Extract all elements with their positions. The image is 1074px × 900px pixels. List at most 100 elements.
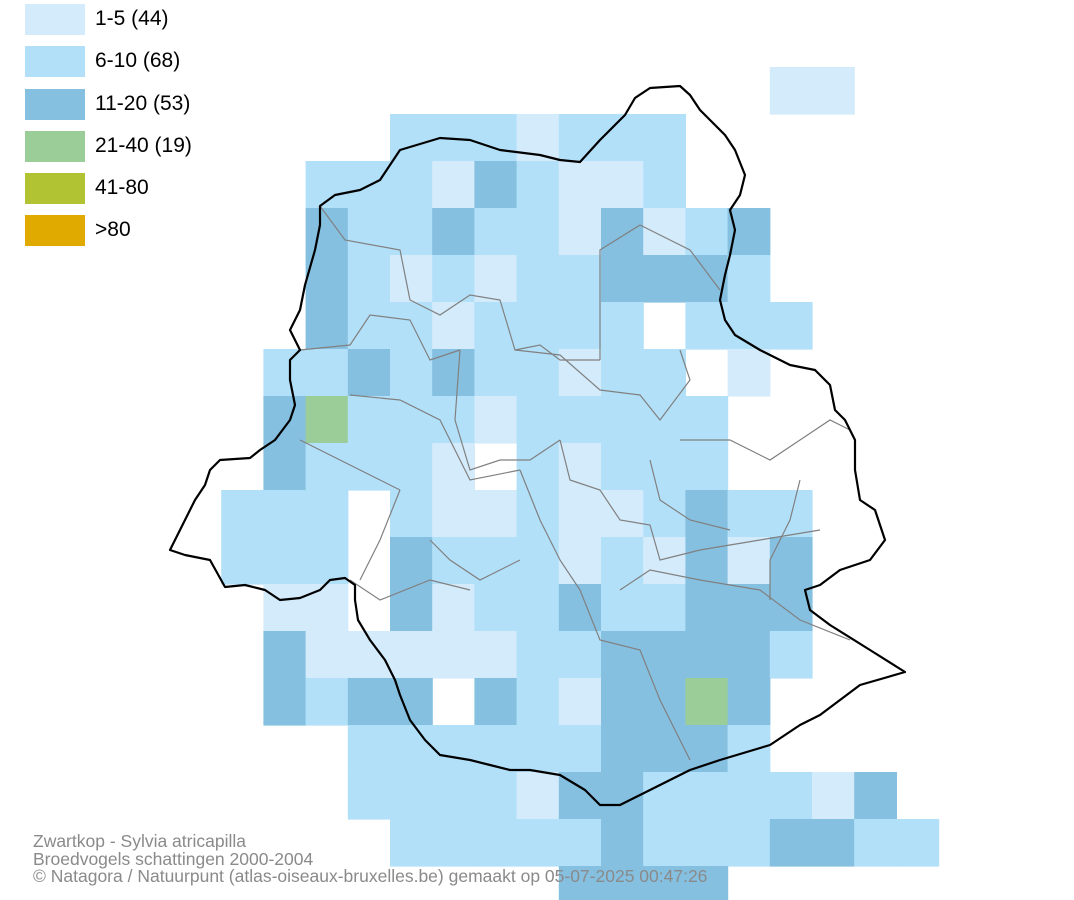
grid-cell bbox=[432, 161, 475, 209]
grid-cell bbox=[727, 678, 771, 726]
grid-cell bbox=[263, 537, 307, 585]
grid-cell bbox=[685, 302, 729, 350]
grid-cell bbox=[474, 161, 518, 209]
grid-cell bbox=[558, 302, 602, 350]
grid-cell bbox=[601, 537, 644, 585]
grid-cell bbox=[516, 208, 560, 256]
grid-cell bbox=[432, 490, 475, 538]
grid-cell bbox=[474, 490, 518, 538]
grid-cell bbox=[558, 443, 602, 491]
grid-cell bbox=[558, 396, 602, 444]
grid-cell bbox=[474, 584, 518, 632]
grid-cell bbox=[558, 678, 602, 726]
grid-cell bbox=[558, 725, 602, 773]
grid-cell bbox=[643, 678, 686, 726]
grid-cell bbox=[474, 114, 518, 162]
grid-cell bbox=[516, 537, 560, 585]
grid-cell bbox=[390, 490, 433, 538]
legend-swatch bbox=[25, 130, 85, 162]
grid-cell bbox=[769, 819, 813, 867]
grid-cell bbox=[685, 631, 729, 679]
grid-cell bbox=[474, 208, 518, 256]
grid-cell bbox=[685, 443, 729, 491]
grid-cell bbox=[432, 537, 475, 585]
grid-cell bbox=[263, 396, 307, 444]
grid-cell bbox=[727, 772, 771, 820]
grid-cell bbox=[601, 866, 644, 900]
grid-cell bbox=[305, 396, 349, 444]
grid-cell bbox=[347, 208, 391, 256]
grid-cell bbox=[601, 725, 644, 773]
credit-line: © Natagora / Natuurpunt (atlas-oiseaux-b… bbox=[33, 866, 708, 886]
grid-cell bbox=[727, 349, 771, 397]
map-caption: Zwartkop - Sylvia atricapilla Broedvogel… bbox=[33, 832, 708, 886]
grid-cell bbox=[558, 537, 602, 585]
grid-cell bbox=[347, 725, 391, 773]
grid-cell bbox=[643, 584, 686, 632]
grid-cell bbox=[474, 396, 518, 444]
grid-cell bbox=[643, 114, 686, 162]
grid-cell bbox=[601, 349, 644, 397]
dataset-name: Broedvogels schattingen 2000-2004 bbox=[33, 848, 314, 869]
grid-cell bbox=[643, 208, 686, 256]
legend-label: >80 bbox=[95, 218, 131, 242]
grid-cell bbox=[516, 443, 560, 491]
grid-cell bbox=[263, 349, 307, 397]
grid-cell bbox=[390, 161, 433, 209]
grid-cell bbox=[601, 443, 644, 491]
grid-cell bbox=[305, 349, 349, 397]
grid-cell bbox=[601, 255, 644, 303]
grid-cell bbox=[305, 490, 349, 538]
grid-cell bbox=[432, 208, 475, 256]
grid-cell bbox=[685, 537, 729, 585]
grid-cell bbox=[643, 161, 686, 209]
grid-cell bbox=[769, 772, 813, 820]
grid-cell bbox=[263, 490, 307, 538]
grid-cell bbox=[516, 678, 560, 726]
grid-cell bbox=[643, 631, 686, 679]
grid-cell bbox=[727, 725, 771, 773]
legend-swatch bbox=[25, 215, 85, 247]
grid-cell bbox=[685, 772, 729, 820]
grid-cell bbox=[727, 537, 771, 585]
grid-cell bbox=[727, 255, 771, 303]
grid-cell bbox=[812, 67, 855, 115]
grid-cell bbox=[685, 819, 729, 867]
grid-cell bbox=[558, 866, 602, 900]
region-boundary bbox=[168, 84, 907, 807]
grid-cell bbox=[305, 584, 349, 632]
grid-cell bbox=[516, 349, 560, 397]
municipality-borders bbox=[299, 205, 851, 761]
grid-cell bbox=[305, 255, 349, 303]
grid-cell bbox=[305, 631, 349, 679]
grid-cell bbox=[516, 772, 560, 820]
grid-cell bbox=[432, 255, 475, 303]
grid-cell bbox=[347, 678, 391, 726]
grid-cell bbox=[643, 725, 686, 773]
grid-cell bbox=[601, 161, 644, 209]
grid-cell bbox=[558, 208, 602, 256]
grid-cell bbox=[558, 819, 602, 867]
grid-cell bbox=[474, 302, 518, 350]
grid-cell bbox=[305, 537, 349, 585]
grid-cell bbox=[769, 67, 813, 115]
grid-cell bbox=[432, 631, 475, 679]
grid-cell bbox=[727, 584, 771, 632]
grid-cell bbox=[221, 490, 264, 538]
grid-cell bbox=[390, 255, 433, 303]
grid-cell bbox=[685, 396, 729, 444]
grid-cell bbox=[643, 443, 686, 491]
grid-cell bbox=[390, 443, 433, 491]
grid-cell bbox=[643, 255, 686, 303]
grid-cell bbox=[601, 678, 644, 726]
grid-cell bbox=[390, 349, 433, 397]
grid-cell bbox=[516, 396, 560, 444]
legend-swatch bbox=[25, 88, 85, 120]
grid-cell bbox=[601, 114, 644, 162]
grid-cell bbox=[812, 819, 855, 867]
grid-cell bbox=[558, 114, 602, 162]
grid-cell bbox=[558, 490, 602, 538]
grid-cell bbox=[643, 772, 686, 820]
grid-cell bbox=[601, 396, 644, 444]
